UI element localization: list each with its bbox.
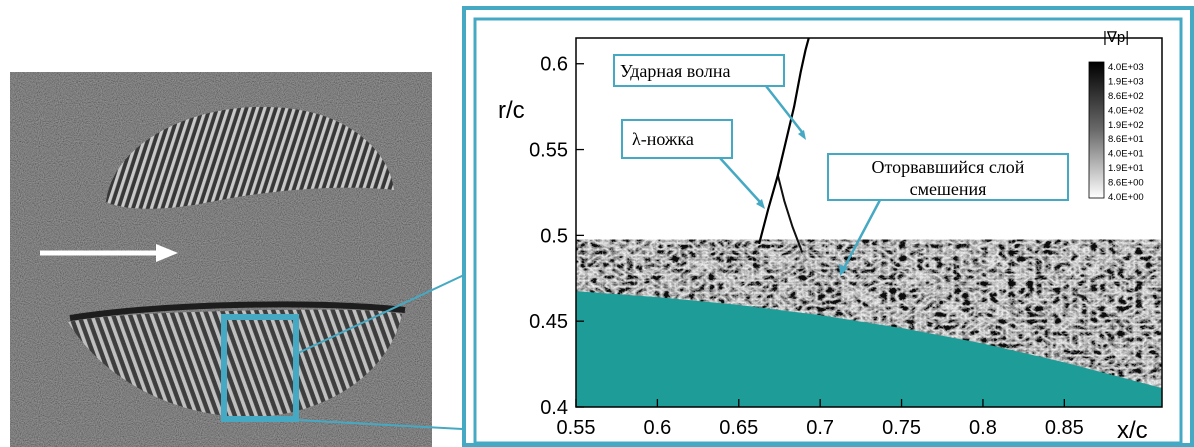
y-axis-label: r/c bbox=[498, 97, 525, 124]
shock-wave-line bbox=[758, 38, 810, 245]
annotation-label: Ударная волна bbox=[620, 61, 731, 81]
annotation-separated-mixing-layer: Оторвавшийся слой смешения bbox=[827, 153, 1069, 276]
annotation-box bbox=[621, 119, 733, 159]
x-tick-label: 0.65 bbox=[719, 417, 758, 439]
y-tick-label: 0.5 bbox=[540, 225, 568, 247]
x-axis: 0.55 0.6 0.65 0.7 0.75 0.8 0.85 bbox=[557, 399, 1084, 439]
annotation-label: λ-ножка bbox=[632, 129, 694, 149]
y-axis: 0.4 0.45 0.5 0.55 0.6 bbox=[529, 54, 584, 419]
y-tick-label: 0.55 bbox=[529, 140, 568, 162]
colorbar-level-label: 1.9E+02 bbox=[1108, 120, 1144, 131]
annotation-label: Оторвавшийся слой смешения bbox=[872, 157, 1025, 199]
interferogram-photo bbox=[10, 72, 432, 447]
x-tick-label: 0.75 bbox=[882, 417, 921, 439]
x-tick-label: 0.7 bbox=[806, 417, 834, 439]
colorbar-scale bbox=[1088, 61, 1105, 199]
annotation-shock-wave: Ударная волна bbox=[613, 54, 806, 140]
colorbar-level-label: 4.0E+02 bbox=[1108, 105, 1144, 116]
colorbar-level-label: 8.6E+00 bbox=[1108, 178, 1144, 189]
colorbar-level-label: 4.0E+01 bbox=[1108, 149, 1144, 160]
lambda-foot bbox=[776, 175, 804, 253]
zoom-region-box bbox=[221, 314, 299, 422]
colorbar-level-label: 1.9E+03 bbox=[1108, 76, 1144, 87]
annotation-box bbox=[613, 54, 785, 87]
x-tick-label: 0.85 bbox=[1045, 417, 1084, 439]
annotation-lambda-foot: λ-ножка bbox=[621, 119, 765, 209]
annotation-box bbox=[827, 153, 1069, 201]
colorbar-level-label: 8.6E+02 bbox=[1108, 91, 1144, 102]
colorbar-level-label: 1.9E+01 bbox=[1108, 163, 1144, 174]
x-tick-label: 0.6 bbox=[643, 417, 671, 439]
y-tick-label: 0.45 bbox=[529, 311, 568, 333]
colorbar-level-label: 4.0E+00 bbox=[1108, 192, 1144, 203]
colorbar-level-label: 8.6E+01 bbox=[1108, 134, 1144, 145]
colorbar: |∇p| 4.0E+03 1.9E+03 8.6E+02 4.0E+02 1.9E+02… bbox=[1088, 29, 1144, 203]
flow-direction-arrow-icon bbox=[40, 244, 178, 262]
cfd-chart-panel: 0.55 0.6 0.65 0.7 0.75 0.8 0.85 0.4 0.45 0.5 0.55… bbox=[462, 6, 1194, 447]
x-axis-label: x/c bbox=[1117, 417, 1148, 444]
airfoil-body bbox=[576, 291, 1162, 407]
x-tick-label: 0.8 bbox=[969, 417, 997, 439]
y-tick-label: 0.4 bbox=[540, 397, 568, 419]
colorbar-level-label: 4.0E+03 bbox=[1108, 62, 1144, 73]
y-tick-label: 0.6 bbox=[540, 54, 568, 76]
panel-inner-frame bbox=[473, 17, 1183, 445]
x-tick-label: 0.55 bbox=[557, 417, 596, 439]
colorbar-title: |∇p| bbox=[1103, 29, 1129, 46]
axes-frame bbox=[575, 37, 1163, 408]
